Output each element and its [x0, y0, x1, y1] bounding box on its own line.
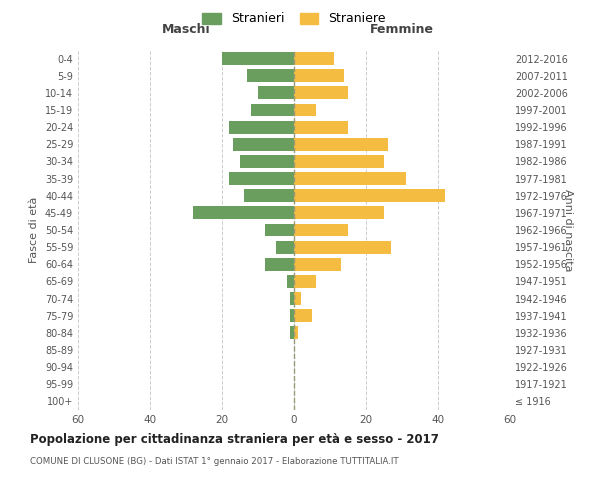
Bar — [294, 104, 316, 117]
Bar — [265, 224, 294, 236]
Text: Popolazione per cittadinanza straniera per età e sesso - 2017: Popolazione per cittadinanza straniera p… — [30, 432, 439, 446]
Bar — [294, 258, 341, 270]
Bar — [251, 104, 294, 117]
Bar — [222, 52, 294, 65]
Bar — [294, 52, 334, 65]
Bar — [290, 310, 294, 322]
Bar — [265, 258, 294, 270]
Bar — [294, 120, 348, 134]
Text: COMUNE DI CLUSONE (BG) - Dati ISTAT 1° gennaio 2017 - Elaborazione TUTTITALIA.IT: COMUNE DI CLUSONE (BG) - Dati ISTAT 1° g… — [30, 458, 398, 466]
Y-axis label: Fasce di età: Fasce di età — [29, 197, 39, 263]
Bar — [294, 138, 388, 150]
Bar — [294, 86, 348, 100]
Bar — [240, 155, 294, 168]
Bar — [294, 190, 445, 202]
Y-axis label: Anni di nascita: Anni di nascita — [563, 188, 573, 271]
Bar — [290, 326, 294, 340]
Bar — [247, 70, 294, 82]
Bar — [294, 172, 406, 185]
Text: Femmine: Femmine — [370, 24, 434, 36]
Bar — [294, 240, 391, 254]
Bar — [229, 120, 294, 134]
Bar — [294, 70, 344, 82]
Bar — [276, 240, 294, 254]
Bar — [287, 275, 294, 288]
Bar — [290, 292, 294, 305]
Bar — [294, 155, 384, 168]
Bar — [294, 292, 301, 305]
Bar — [229, 172, 294, 185]
Bar — [294, 310, 312, 322]
Bar — [294, 224, 348, 236]
Text: Maschi: Maschi — [161, 24, 211, 36]
Bar — [294, 275, 316, 288]
Bar — [193, 206, 294, 220]
Bar — [294, 206, 384, 220]
Bar — [244, 190, 294, 202]
Bar — [294, 326, 298, 340]
Bar — [258, 86, 294, 100]
Legend: Stranieri, Straniere: Stranieri, Straniere — [199, 8, 389, 29]
Bar — [233, 138, 294, 150]
